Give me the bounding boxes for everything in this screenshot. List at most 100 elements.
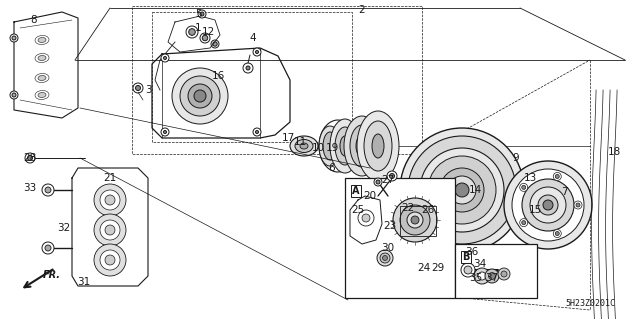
Ellipse shape (35, 35, 49, 45)
Circle shape (464, 266, 472, 274)
Text: 15: 15 (529, 205, 541, 215)
Text: 34: 34 (474, 259, 486, 269)
Circle shape (376, 180, 380, 184)
Text: 7: 7 (561, 187, 567, 197)
Circle shape (42, 184, 54, 196)
Text: 25: 25 (351, 205, 365, 215)
Text: 6: 6 (329, 163, 335, 173)
Circle shape (411, 216, 419, 224)
Text: 32: 32 (58, 223, 70, 233)
Ellipse shape (372, 134, 384, 158)
Circle shape (12, 36, 16, 40)
Circle shape (253, 128, 261, 136)
Bar (345, 178, 455, 298)
Text: B: B (462, 252, 469, 262)
Text: FR.: FR. (43, 270, 61, 280)
Circle shape (255, 50, 259, 54)
Ellipse shape (38, 56, 46, 61)
Ellipse shape (344, 116, 380, 176)
Circle shape (461, 263, 475, 277)
Ellipse shape (323, 132, 337, 160)
Bar (132, 6, 422, 154)
Ellipse shape (300, 143, 308, 149)
Circle shape (212, 42, 217, 46)
Circle shape (574, 201, 582, 209)
Ellipse shape (319, 126, 341, 166)
Text: 1: 1 (195, 23, 202, 33)
Circle shape (362, 214, 370, 222)
Circle shape (400, 205, 430, 235)
Text: 29: 29 (431, 263, 445, 273)
Text: 19: 19 (325, 143, 339, 153)
Circle shape (485, 269, 499, 283)
Circle shape (488, 272, 495, 279)
Circle shape (243, 63, 253, 73)
Circle shape (186, 26, 198, 38)
Text: 36: 36 (465, 247, 479, 257)
Circle shape (374, 178, 382, 186)
Circle shape (180, 76, 220, 116)
Circle shape (520, 183, 528, 191)
Circle shape (136, 85, 141, 91)
Circle shape (255, 130, 259, 133)
Circle shape (448, 176, 476, 204)
Circle shape (189, 29, 195, 35)
Ellipse shape (38, 93, 46, 98)
Circle shape (538, 195, 558, 215)
Circle shape (553, 230, 561, 238)
Text: 4: 4 (250, 33, 256, 43)
Text: 20: 20 (364, 191, 376, 201)
Circle shape (28, 155, 33, 160)
Circle shape (253, 48, 261, 56)
Ellipse shape (364, 121, 392, 171)
Text: 5: 5 (195, 9, 202, 19)
Text: 2: 2 (358, 5, 365, 15)
Circle shape (45, 187, 51, 193)
Circle shape (543, 200, 553, 210)
Text: 24: 24 (417, 263, 431, 273)
Circle shape (163, 56, 166, 60)
Text: 22: 22 (401, 203, 415, 213)
Circle shape (105, 195, 115, 205)
Text: 10: 10 (312, 143, 324, 153)
Text: 30: 30 (381, 243, 395, 253)
Text: 16: 16 (211, 71, 225, 81)
Ellipse shape (35, 91, 49, 100)
Ellipse shape (35, 73, 49, 83)
Circle shape (163, 130, 166, 133)
Circle shape (390, 174, 394, 179)
Circle shape (407, 212, 423, 228)
Circle shape (133, 83, 143, 93)
Circle shape (455, 183, 469, 197)
Circle shape (200, 12, 204, 16)
Circle shape (105, 225, 115, 235)
Text: 26: 26 (421, 205, 435, 215)
Text: 28: 28 (24, 153, 36, 163)
Text: 23: 23 (383, 221, 397, 231)
Ellipse shape (35, 54, 49, 63)
Circle shape (161, 54, 169, 62)
Ellipse shape (295, 139, 313, 152)
Ellipse shape (38, 76, 46, 80)
Text: 33: 33 (24, 183, 36, 193)
Text: 5H23Z0201C: 5H23Z0201C (565, 299, 615, 308)
Bar (455, 244, 537, 298)
Text: 18: 18 (607, 147, 621, 157)
Circle shape (10, 91, 18, 99)
Circle shape (198, 10, 206, 18)
Circle shape (380, 253, 390, 263)
Circle shape (420, 148, 504, 232)
Circle shape (501, 271, 507, 277)
Ellipse shape (335, 127, 355, 165)
Text: 21: 21 (104, 173, 116, 183)
Circle shape (553, 173, 561, 181)
Circle shape (522, 179, 574, 231)
Text: 8: 8 (31, 15, 37, 25)
Circle shape (556, 174, 559, 178)
Circle shape (377, 250, 393, 266)
Circle shape (358, 210, 374, 226)
Bar (400, 206, 436, 236)
Text: 11: 11 (293, 137, 307, 147)
Circle shape (42, 242, 54, 254)
Circle shape (161, 128, 169, 136)
